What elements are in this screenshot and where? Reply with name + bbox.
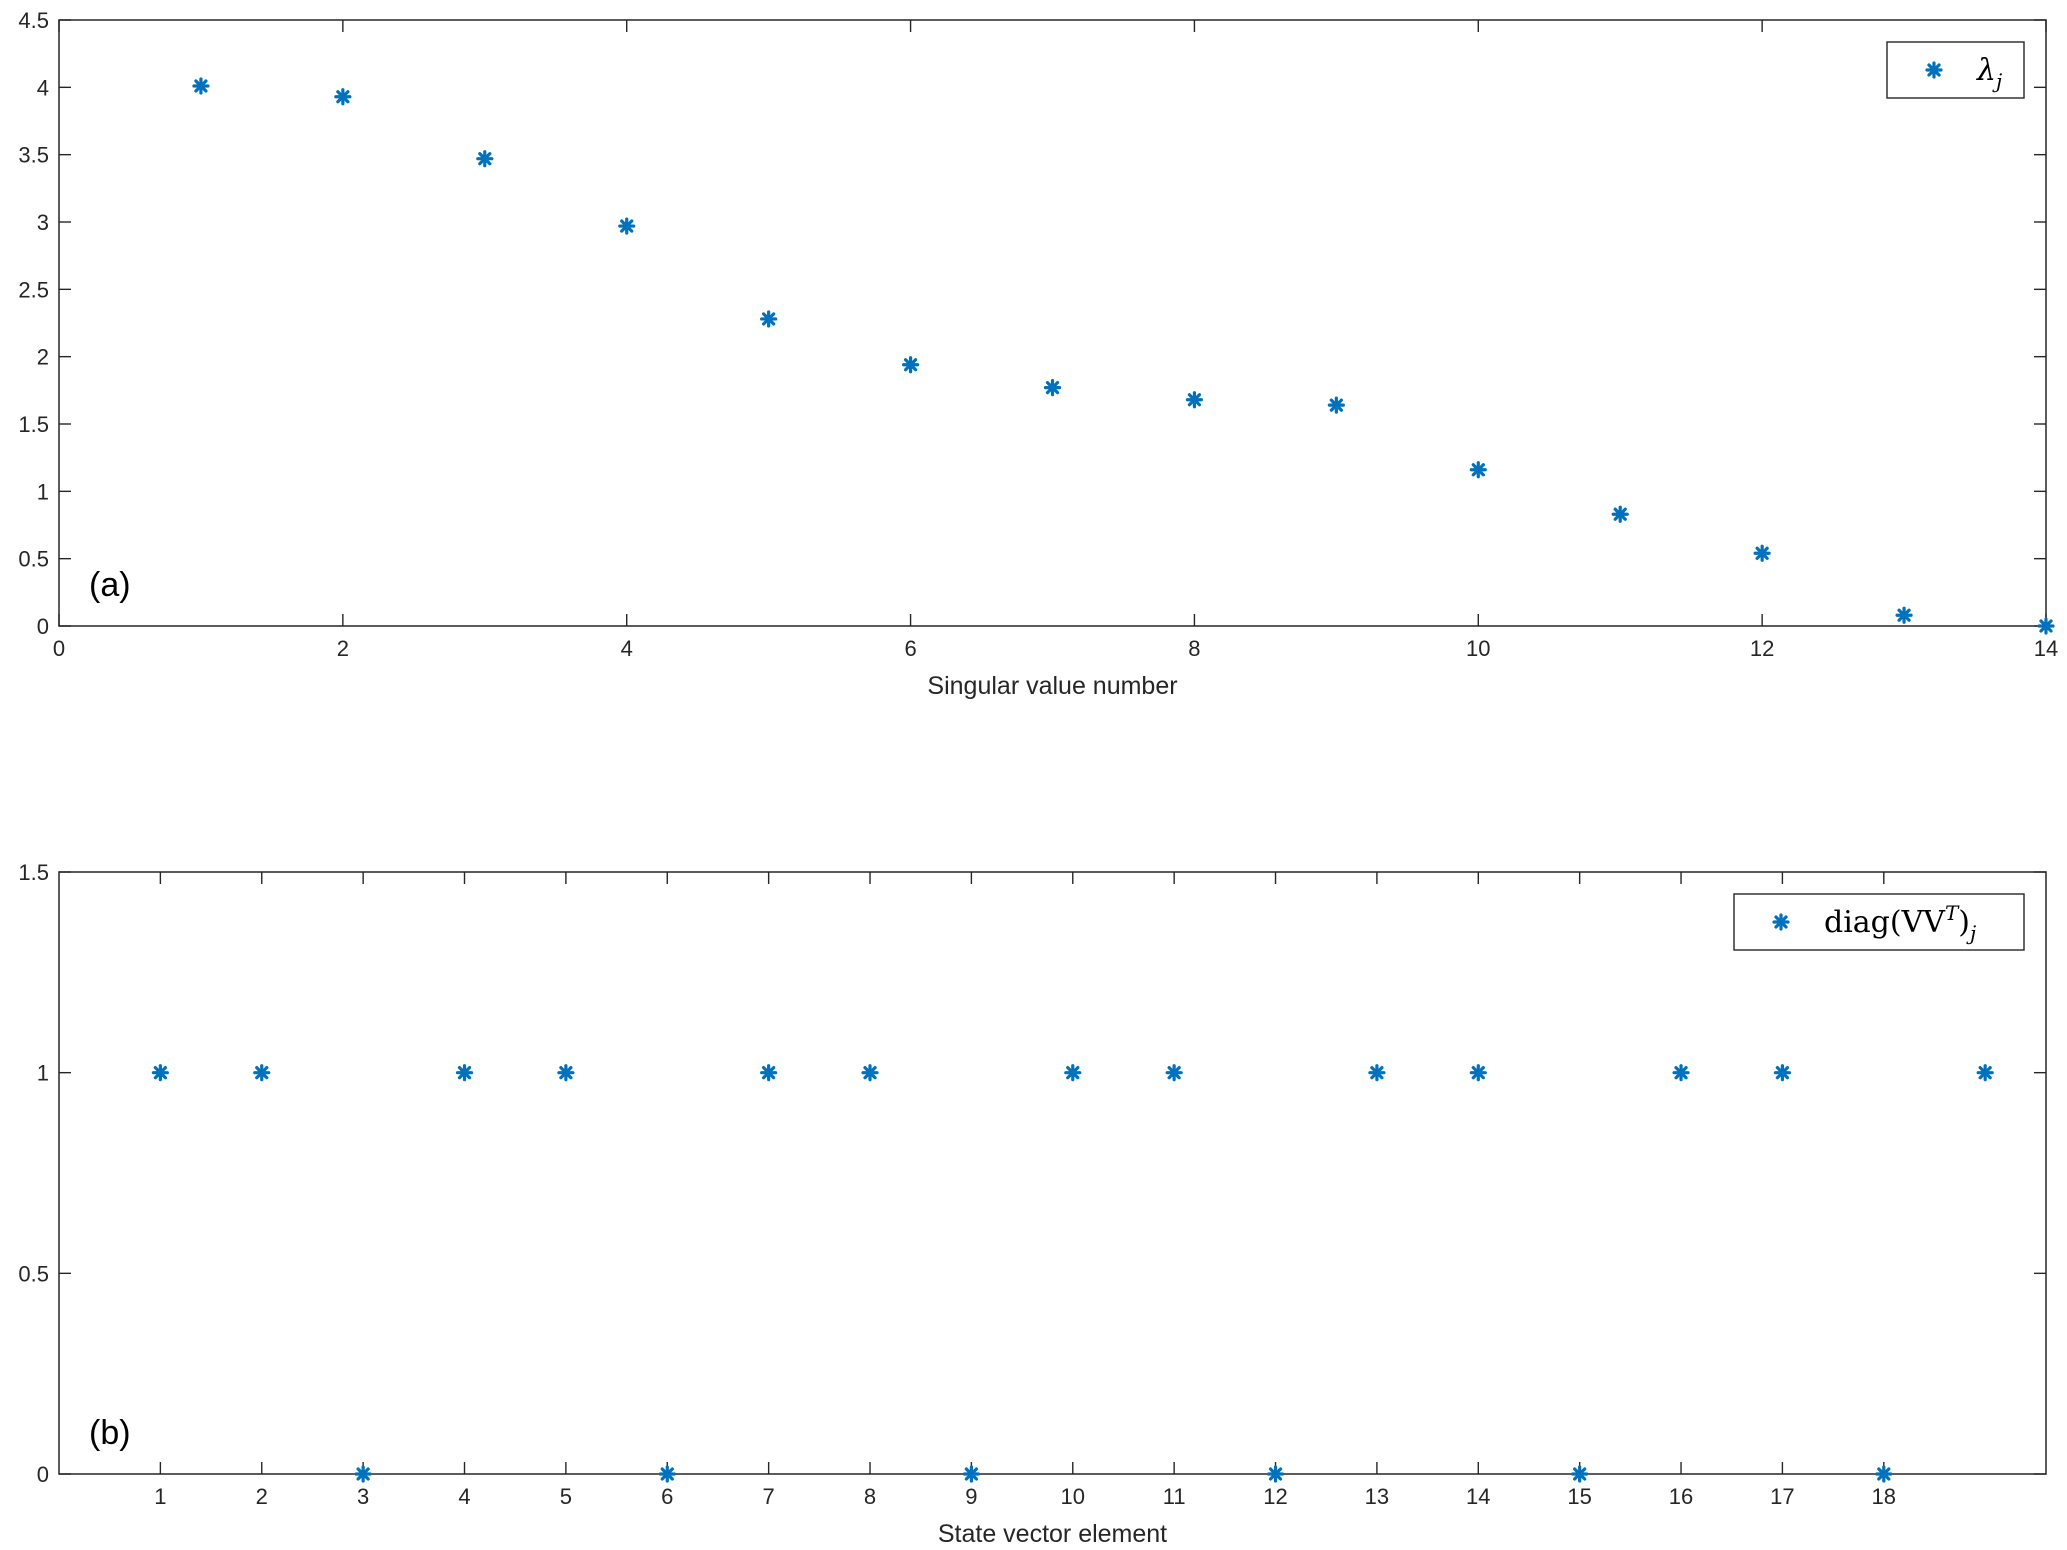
- data-point: [334, 88, 352, 106]
- x-tick-label: 10: [1466, 636, 1490, 661]
- x-tick-label: 1: [154, 1484, 166, 1509]
- x-tick-label: 14: [2034, 636, 2058, 661]
- data-point: [192, 77, 210, 95]
- data-point: [658, 1465, 676, 1483]
- x-tick-label: 8: [1188, 636, 1200, 661]
- x-tick-label: 14: [1466, 1484, 1490, 1509]
- data-point: [151, 1064, 169, 1082]
- data-point: [557, 1064, 575, 1082]
- data-point: [455, 1064, 474, 1082]
- data-point: [1185, 391, 1204, 409]
- panel-b: 1 2 3 4 5 6 7 8 9 10 11 12 13 14 15 16 17 1800.511.5State…: [18, 860, 2047, 1548]
- data-point: [1043, 379, 1062, 397]
- legend-box: [1886, 41, 2025, 99]
- x-tick-label: 2: [337, 636, 349, 661]
- legend-label: diag(VVT)j: [1824, 901, 1976, 945]
- data-point: [1895, 606, 1913, 624]
- x-tick-label: 12: [1263, 1484, 1287, 1509]
- x-tick-label: 6: [904, 636, 916, 661]
- data-point: [861, 1064, 879, 1082]
- x-tick-label: 8: [864, 1484, 876, 1509]
- data-point: [1875, 1465, 1893, 1483]
- x-tick-label: 9: [965, 1484, 977, 1509]
- x-tick-label: 12: [1750, 636, 1774, 661]
- data-point: [354, 1465, 372, 1483]
- y-tick-label: 1: [37, 479, 49, 504]
- y-tick-label: 4: [37, 75, 49, 100]
- y-tick-label: 1.5: [18, 412, 49, 437]
- x-axis-label: Singular value number: [927, 672, 1177, 700]
- data-point: [962, 1465, 980, 1483]
- y-tick-label: 1: [37, 1061, 49, 1086]
- x-tick-label: 10: [1061, 1484, 1085, 1509]
- legend-marker: [1772, 913, 1790, 931]
- data-point: [1672, 1064, 1690, 1082]
- data-point: [901, 356, 920, 374]
- x-tick-label: 15: [1567, 1484, 1591, 1509]
- y-tick-label: 2: [37, 345, 49, 370]
- x-tick-label: 7: [763, 1484, 775, 1509]
- panel-label: (a): [89, 566, 131, 604]
- y-tick-label: 0: [37, 1462, 49, 1487]
- data-point: [1469, 1064, 1487, 1082]
- data-point: [1327, 396, 1345, 414]
- x-tick-label: 13: [1365, 1484, 1389, 1509]
- x-tick-label: 17: [1770, 1484, 1794, 1509]
- data-point: [618, 217, 636, 235]
- panel-a: 0 2 4 6 8 10 12 14 0 0.5 1 1.5 2 2.5 3 3.5 4 4.5 Singular …: [18, 8, 2058, 700]
- data-point: [1753, 544, 1771, 562]
- x-tick-label: 18: [1872, 1484, 1896, 1509]
- plot-area: [58, 871, 2047, 1475]
- x-tick-label: 11: [1163, 1484, 1186, 1509]
- x-tick-label: 4: [458, 1484, 470, 1509]
- legend: diag(VVT)j: [1733, 893, 2025, 951]
- legend-marker: [1925, 61, 1943, 79]
- legend: λj: [1886, 41, 2025, 99]
- y-tick-label: 0: [37, 614, 49, 639]
- data-point: [1976, 1064, 1994, 1082]
- x-tick-label: 4: [621, 636, 633, 661]
- y-tick-label: 4.5: [18, 8, 49, 33]
- x-tick-label: 16: [1669, 1484, 1693, 1509]
- panel-label: (b): [89, 1414, 131, 1452]
- data-point: [1469, 461, 1487, 479]
- plot-area: [58, 19, 2047, 627]
- data-point: [1266, 1465, 1285, 1483]
- data-point: [1571, 1465, 1589, 1483]
- data-point: [1773, 1064, 1792, 1082]
- data-point: [1368, 1064, 1386, 1082]
- x-tick-label: 2: [256, 1484, 268, 1509]
- data-point: [1064, 1064, 1082, 1082]
- x-tick-label: 3: [357, 1484, 369, 1509]
- data-point: [2037, 617, 2055, 635]
- data-point: [1165, 1064, 1183, 1082]
- x-axis-label: State vector element: [938, 1520, 1167, 1548]
- y-tick-label: 3: [37, 210, 49, 235]
- data-point: [476, 150, 494, 168]
- y-tick-label: 1.5: [18, 860, 49, 885]
- y-tick-label: 0.5: [18, 1261, 49, 1286]
- legend-label: λj: [1976, 53, 2002, 93]
- y-tick-label: 3.5: [18, 143, 49, 168]
- x-tick-label: 6: [661, 1484, 673, 1509]
- y-tick-label: 2.5: [18, 277, 49, 302]
- y-tick-label: 0.5: [18, 547, 49, 572]
- x-tick-label: 0: [53, 636, 65, 661]
- data-point: [1611, 505, 1629, 523]
- x-tick-label: 5: [560, 1484, 572, 1509]
- data-point: [760, 310, 778, 328]
- data-point: [253, 1064, 271, 1082]
- data-point: [760, 1064, 778, 1082]
